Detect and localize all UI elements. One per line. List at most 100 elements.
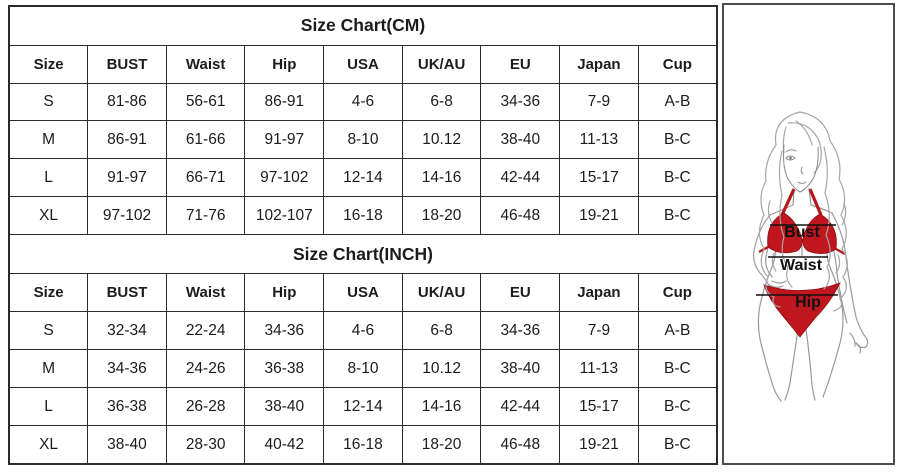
value-cell: 4-6 [323,311,403,351]
measurement-figure-box: Bust Waist Hip [722,3,895,465]
table-row: S 81-86 56-61 86-91 4-6 6-8 34-36 7-9 A-B [8,82,718,122]
value-cell: 46-48 [480,425,561,465]
value-cell: 71-76 [165,196,246,236]
value-cell: B-C [637,158,718,198]
size-cell: M [8,120,89,160]
column-header: Waist [165,44,246,84]
value-cell: 4-6 [323,82,403,122]
value-cell: 97-102 [244,158,325,198]
value-cell: 7-9 [559,82,639,122]
value-cell: 12-14 [323,158,403,198]
column-header: Waist [165,273,246,313]
value-cell: 18-20 [401,425,482,465]
value-cell: B-C [637,349,718,389]
table-title-row: Size Chart(INCH) [8,234,718,275]
value-cell: 34-36 [244,311,325,351]
value-cell: 11-13 [559,120,639,160]
table-row: M 34-36 24-26 36-38 8-10 10.12 38-40 11-13 B-C [8,349,718,389]
table-title-row: Size Chart(CM) [8,5,718,46]
column-header: BUST [87,44,167,84]
size-cell: L [8,387,89,427]
size-cell: L [8,158,89,198]
size-cell: XL [8,425,89,465]
value-cell: B-C [637,425,718,465]
value-cell: 22-24 [165,311,246,351]
column-header: UK/AU [401,44,482,84]
value-cell: 12-14 [323,387,403,427]
value-cell: 16-18 [323,196,403,236]
value-cell: 15-17 [559,158,639,198]
table-title: Size Chart(CM) [8,5,718,46]
value-cell: 91-97 [87,158,167,198]
value-cell: 19-21 [559,425,639,465]
value-cell: 46-48 [480,196,561,236]
value-cell: 38-40 [480,349,561,389]
value-cell: 40-42 [244,425,325,465]
value-cell: 11-13 [559,349,639,389]
value-cell: 38-40 [480,120,561,160]
value-cell: 36-38 [244,349,325,389]
value-cell: 7-9 [559,311,639,351]
value-cell: 28-30 [165,425,246,465]
column-header: EU [480,273,561,313]
waist-label: Waist [779,257,823,274]
table-row: XL 97-102 71-76 102-107 16-18 18-20 46-48 19-21… [8,196,718,236]
hair [758,111,848,312]
size-cell: S [8,311,89,351]
column-header: Japan [559,44,639,84]
size-cell: XL [8,196,89,236]
table-body: Size Chart(CM) Size BUST Waist Hip USA UK/AU EU… [8,5,718,465]
value-cell: 19-21 [559,196,639,236]
value-cell: 15-17 [559,387,639,427]
value-cell: 38-40 [87,425,167,465]
column-header: Hip [244,273,325,313]
value-cell: B-C [637,387,718,427]
value-cell: 97-102 [87,196,167,236]
table-row: M 86-91 61-66 91-97 8-10 10.12 38-40 11-13 B-C [8,120,718,160]
size-cell: M [8,349,89,389]
value-cell: 14-16 [401,158,482,198]
table-header-row: Size BUST Waist Hip USA UK/AU EU Japan Cup [8,44,718,84]
column-header: Hip [244,44,325,84]
column-header: USA [323,273,403,313]
value-cell: 6-8 [401,311,482,351]
value-cell: 66-71 [165,158,246,198]
value-cell: 42-44 [480,387,561,427]
value-cell: 81-86 [87,82,167,122]
column-header: BUST [87,273,167,313]
column-header: Size [8,44,89,84]
face [783,144,819,193]
value-cell: 18-20 [401,196,482,236]
value-cell: 61-66 [165,120,246,160]
column-header: Size [8,273,89,313]
value-cell: 86-91 [244,82,325,122]
column-header: USA [323,44,403,84]
size-cell: S [8,82,89,122]
value-cell: 38-40 [244,387,325,427]
value-cell: 10.12 [401,349,482,389]
value-cell: 34-36 [480,82,561,122]
value-cell: 42-44 [480,158,561,198]
value-cell: 16-18 [323,425,403,465]
value-cell: 34-36 [480,311,561,351]
value-cell: 102-107 [244,196,325,236]
value-cell: 14-16 [401,387,482,427]
value-cell: 56-61 [165,82,246,122]
column-header: EU [480,44,561,84]
value-cell: 24-26 [165,349,246,389]
value-cell: 8-10 [323,120,403,160]
column-header: Japan [559,273,639,313]
value-cell: 91-97 [244,120,325,160]
value-cell: 26-28 [165,387,246,427]
value-cell: 34-36 [87,349,167,389]
woman-illustration [753,111,869,402]
table-title: Size Chart(INCH) [8,234,718,275]
column-header: Cup [637,44,718,84]
value-cell: 6-8 [401,82,482,122]
bust-label: Bust [784,224,820,241]
bikini-top [758,188,846,256]
value-cell: A-B [637,82,718,122]
table-row: S 32-34 22-24 34-36 4-6 6-8 34-36 7-9 A-B [8,311,718,351]
value-cell: 36-38 [87,387,167,427]
